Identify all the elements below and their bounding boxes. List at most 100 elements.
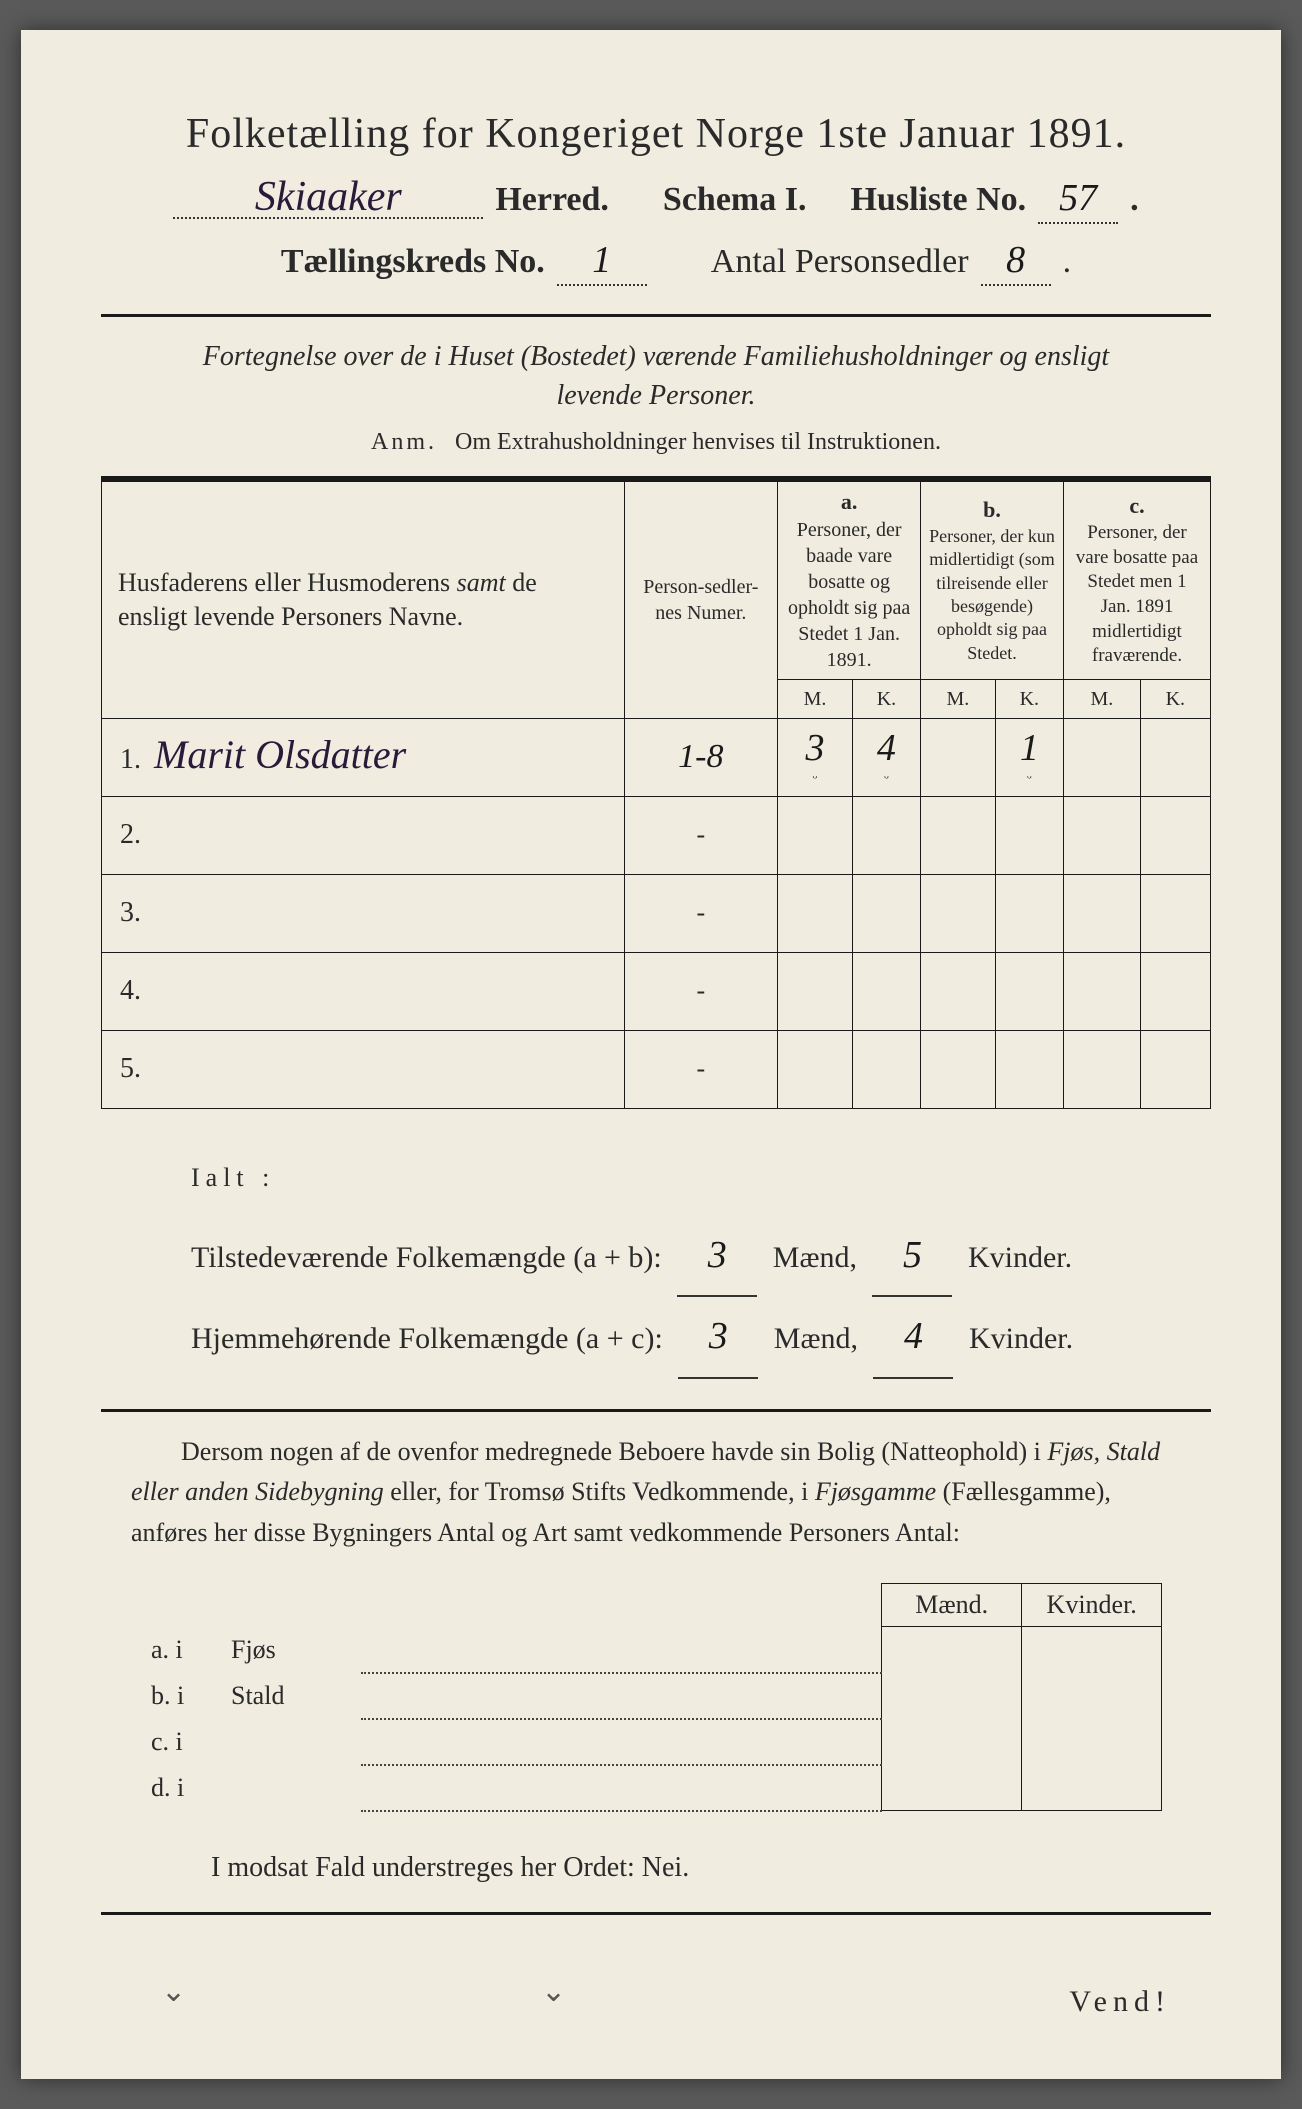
nei-line: I modsat Fald understreges her Ordet: Ne… bbox=[211, 1852, 1211, 1884]
col-a-header: a. Personer, der baade vare bosatte og o… bbox=[778, 482, 921, 680]
row-b-k bbox=[995, 952, 1063, 1030]
fjøs-row-maend bbox=[882, 1765, 1022, 1811]
antal-label: Antal Personsedler bbox=[711, 243, 969, 281]
row-a-m bbox=[778, 874, 853, 952]
fjøs-table: Mænd. Kvinder. a. i Fjøs b. i Stald c. i… bbox=[141, 1583, 1162, 1812]
schema-label: Schema I. bbox=[663, 181, 807, 219]
col-num-header: Person-sedler-nes Numer. bbox=[624, 482, 778, 719]
t1-maend: 3 bbox=[677, 1216, 757, 1298]
census-form-page: Folketælling for Kongeriget Norge 1ste J… bbox=[21, 30, 1281, 2079]
anm-label: Anm. bbox=[371, 429, 437, 455]
row-c-k bbox=[1140, 796, 1210, 874]
row-a-m bbox=[778, 1030, 853, 1108]
t2-maend: 3 bbox=[678, 1297, 758, 1379]
row-c-m bbox=[1063, 952, 1140, 1030]
row-a-k: 4ᵕ bbox=[852, 718, 920, 796]
fjøs-row-type bbox=[221, 1719, 361, 1765]
page-title: Folketælling for Kongeriget Norge 1ste J… bbox=[101, 110, 1211, 158]
row-b-m bbox=[921, 1030, 996, 1108]
fjøs-kvinder-header: Kvinder. bbox=[1022, 1584, 1162, 1627]
row-c-k bbox=[1140, 718, 1210, 796]
col-name-header: Husfaderens eller Husmoderens samt de en… bbox=[102, 482, 625, 719]
row-a-k bbox=[852, 952, 920, 1030]
row-c-m bbox=[1063, 1030, 1140, 1108]
row-b-k bbox=[995, 1030, 1063, 1108]
row-b-k bbox=[995, 796, 1063, 874]
row-num: - bbox=[624, 952, 778, 1030]
fjøs-row-dots bbox=[361, 1765, 882, 1811]
table-row: 3. - bbox=[102, 874, 1211, 952]
fold-mark-2: ⌄ bbox=[541, 1974, 566, 2009]
herred-label: Herred. bbox=[495, 181, 609, 219]
ialt-label: Ialt : bbox=[191, 1151, 275, 1206]
header-row-2: Tællingskreds No. 1 Antal Personsedler 8… bbox=[101, 238, 1211, 286]
antal-value: 8 bbox=[981, 238, 1051, 286]
row-c-m bbox=[1063, 718, 1140, 796]
fjøs-row: d. i bbox=[141, 1765, 1162, 1811]
row-b-m bbox=[921, 718, 996, 796]
row-b-k bbox=[995, 874, 1063, 952]
fjøs-row-dots bbox=[361, 1627, 882, 1673]
row-a-m: 3ᵕ bbox=[778, 718, 853, 796]
row-c-k bbox=[1140, 952, 1210, 1030]
row-name: 3. bbox=[102, 874, 625, 952]
col-a-k: K. bbox=[852, 679, 920, 718]
fjøs-row-dots bbox=[361, 1673, 882, 1719]
fjøs-row-maend bbox=[882, 1673, 1022, 1719]
row-a-k bbox=[852, 874, 920, 952]
fjøs-row-kvinder bbox=[1022, 1673, 1162, 1719]
kreds-value: 1 bbox=[557, 238, 647, 286]
row-num: - bbox=[624, 796, 778, 874]
vend-label: Vend! bbox=[101, 1985, 1171, 2019]
row-b-m bbox=[921, 952, 996, 1030]
row-a-m bbox=[778, 952, 853, 1030]
row-c-m bbox=[1063, 874, 1140, 952]
row-name: 2. bbox=[102, 796, 625, 874]
row-b-k: 1ᵕ bbox=[995, 718, 1063, 796]
kreds-label: Tællingskreds No. bbox=[281, 243, 545, 281]
census-table: Husfaderens eller Husmoderens samt de en… bbox=[101, 481, 1211, 1109]
table-row: 5. - bbox=[102, 1030, 1211, 1108]
row-c-m bbox=[1063, 796, 1140, 874]
fjøs-row: a. i Fjøs bbox=[141, 1627, 1162, 1673]
fjøs-row-type: Fjøs bbox=[221, 1627, 361, 1673]
col-b-k: K. bbox=[995, 679, 1063, 718]
fjøs-row-letter: d. i bbox=[141, 1765, 221, 1811]
husliste-label: Husliste No. bbox=[850, 181, 1026, 219]
fjøs-maend-header: Mænd. bbox=[882, 1584, 1022, 1627]
col-b-header: b. Personer, der kun midlertidigt (som t… bbox=[921, 482, 1064, 680]
husliste-value: 57 bbox=[1038, 176, 1118, 224]
fjøs-row-dots bbox=[361, 1719, 882, 1765]
fjøs-row-kvinder bbox=[1022, 1627, 1162, 1673]
totals-line-2: Hjemmehørende Folkemængde (a + c): 3 Mæn… bbox=[191, 1297, 1211, 1379]
row-name: 5. bbox=[102, 1030, 625, 1108]
divider-3 bbox=[101, 1912, 1211, 1915]
fjøs-row-type bbox=[221, 1765, 361, 1811]
fjøs-paragraph: Dersom nogen af de ovenfor medregnede Be… bbox=[131, 1432, 1191, 1553]
row-a-k bbox=[852, 1030, 920, 1108]
col-c-m: M. bbox=[1063, 679, 1140, 718]
table-row: 2. - bbox=[102, 796, 1211, 874]
fjøs-row: b. i Stald bbox=[141, 1673, 1162, 1719]
table-body: 1. Marit Olsdatter 1-8 3ᵕ 4ᵕ 1ᵕ 2. - 3. … bbox=[102, 718, 1211, 1108]
table-row: 4. - bbox=[102, 952, 1211, 1030]
fjøs-row-letter: a. i bbox=[141, 1627, 221, 1673]
col-a-m: M. bbox=[778, 679, 853, 718]
fjøs-row: c. i bbox=[141, 1719, 1162, 1765]
t1-kvinder: 5 bbox=[872, 1216, 952, 1298]
row-b-m bbox=[921, 796, 996, 874]
fjøs-row-maend bbox=[882, 1627, 1022, 1673]
row-name: 4. bbox=[102, 952, 625, 1030]
row-num: - bbox=[624, 874, 778, 952]
table-row: 1. Marit Olsdatter 1-8 3ᵕ 4ᵕ 1ᵕ bbox=[102, 718, 1211, 796]
col-c-header: c. Personer, der vare bosatte paa Stedet… bbox=[1063, 482, 1210, 680]
fjøs-row-letter: b. i bbox=[141, 1673, 221, 1719]
fjøs-row-kvinder bbox=[1022, 1719, 1162, 1765]
row-b-m bbox=[921, 874, 996, 952]
row-name: 1. Marit Olsdatter bbox=[102, 718, 625, 796]
table-header: Husfaderens eller Husmoderens samt de en… bbox=[102, 482, 1211, 719]
t2-kvinder: 4 bbox=[873, 1297, 953, 1379]
fjøs-row-type: Stald bbox=[221, 1673, 361, 1719]
fjøs-row-kvinder bbox=[1022, 1765, 1162, 1811]
subtitle: Fortegnelse over de i Huset (Bostedet) v… bbox=[181, 337, 1131, 415]
